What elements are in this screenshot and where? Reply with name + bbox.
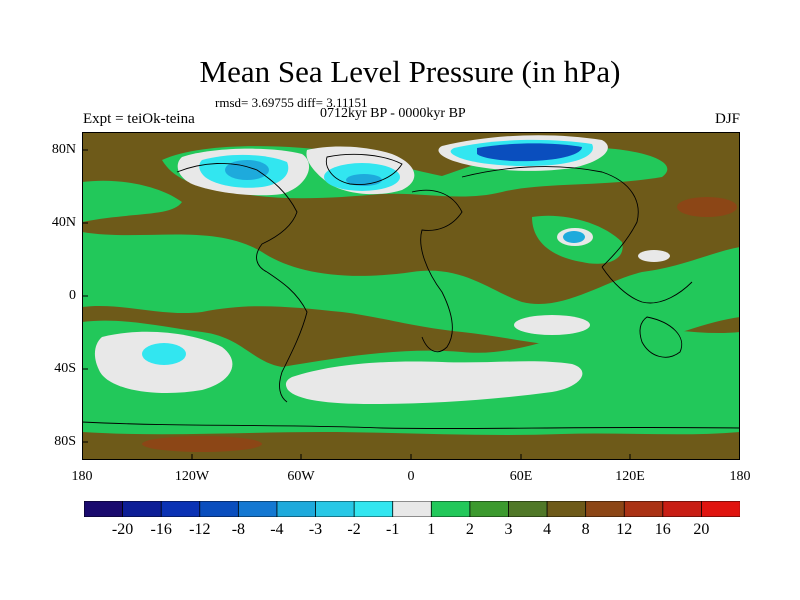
season-label: DJF bbox=[714, 111, 740, 127]
lat-label-80s: 80S bbox=[54, 434, 76, 449]
colorbar-swatch bbox=[392, 501, 432, 517]
colorbar-swatch bbox=[237, 501, 278, 517]
colorbar-label: 3 bbox=[504, 521, 513, 538]
lat-label-40n: 40N bbox=[51, 215, 76, 230]
colorbar-label: 20 bbox=[693, 521, 710, 538]
colorbar-swatch bbox=[353, 501, 394, 517]
colorbar-swatch bbox=[122, 501, 162, 517]
period-label: 0712kyr BP - 0000kyr BP bbox=[320, 106, 466, 121]
indian-ocean-neutral bbox=[514, 315, 590, 335]
colorbar-swatch bbox=[199, 501, 240, 517]
lon-label-60e: 60E bbox=[509, 469, 533, 484]
colorbar-label: -1 bbox=[386, 521, 400, 538]
stats-line: rmsd= 3.69755 diff= 3.11151 bbox=[215, 95, 368, 110]
colorbar-label: -16 bbox=[150, 521, 172, 538]
lat-label-0: 0 bbox=[69, 288, 76, 303]
colorbar-swatch bbox=[508, 501, 548, 517]
colorbar-label: -20 bbox=[111, 521, 134, 538]
colorbar-label: 16 bbox=[654, 521, 671, 538]
experiment-label: Expt = teiOk-teina bbox=[83, 111, 195, 127]
pressure-map bbox=[82, 132, 740, 460]
antarctic-high bbox=[142, 436, 262, 452]
colorbar-label: 4 bbox=[543, 521, 552, 538]
lon-label-120w: 120W bbox=[174, 469, 210, 484]
colorbar-swatch bbox=[160, 501, 201, 517]
lon-label-180e: 180 bbox=[729, 469, 751, 484]
colorbar-swatch bbox=[623, 501, 664, 517]
colorbar-label: 2 bbox=[465, 521, 474, 538]
axis-ticks bbox=[82, 149, 631, 460]
southern-neutral-band bbox=[285, 361, 583, 404]
colorbar bbox=[84, 501, 740, 517]
north-pacific-high bbox=[677, 197, 737, 217]
lon-label-60w: 60W bbox=[287, 469, 315, 484]
lat-label-40s: 40S bbox=[54, 361, 76, 376]
colorbar-label: -4 bbox=[270, 521, 284, 538]
lon-label-180w: 180 bbox=[71, 469, 93, 484]
colorbar-label: -8 bbox=[231, 521, 246, 538]
colorbar-swatch bbox=[701, 501, 740, 517]
colorbar-swatch bbox=[585, 501, 625, 517]
lon-label-120e: 120E bbox=[615, 469, 645, 484]
north-america-core bbox=[225, 160, 269, 180]
colorbar-label: 12 bbox=[616, 521, 633, 538]
siberia-core bbox=[477, 143, 582, 162]
colorbar-swatch bbox=[430, 501, 471, 517]
colorbar-swatch bbox=[469, 501, 510, 517]
tibet-low bbox=[563, 231, 585, 243]
pacific-green bbox=[82, 180, 182, 222]
lon-label-0: 0 bbox=[407, 469, 415, 484]
coastlines bbox=[82, 153, 740, 430]
colorbar-label: 8 bbox=[581, 521, 590, 538]
colorbar-label: 1 bbox=[427, 521, 436, 538]
map-title: Mean Sea Level Pressure (in hPa) bbox=[199, 54, 621, 89]
west-pacific-neutral bbox=[638, 250, 670, 262]
colorbar-swatch bbox=[84, 501, 124, 517]
colorbar-label: -12 bbox=[189, 521, 211, 538]
colorbar-swatch bbox=[662, 501, 703, 517]
south-pacific-low bbox=[142, 343, 186, 365]
colorbar-swatch bbox=[276, 501, 317, 517]
lat-label-80n: 80N bbox=[51, 142, 76, 157]
colorbar-swatch bbox=[546, 501, 587, 517]
colorbar-label: -3 bbox=[308, 521, 323, 538]
colorbar-label: -2 bbox=[347, 521, 361, 538]
colorbar-swatch bbox=[315, 501, 355, 517]
